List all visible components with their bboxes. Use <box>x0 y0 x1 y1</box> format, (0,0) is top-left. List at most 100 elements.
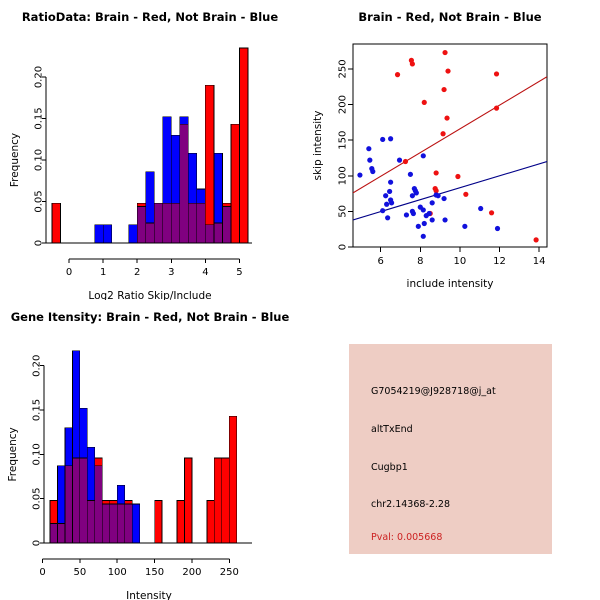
scatter-point-not-brain <box>380 208 386 214</box>
histogram-bar <box>230 123 240 244</box>
scatter-point-brain <box>441 86 447 93</box>
info-gene-symbol: Cugbp1 <box>371 462 408 473</box>
histogram-bar <box>101 500 111 505</box>
y-axis-label: skip intensity <box>312 111 324 181</box>
x-axis-tick-label: 250 <box>220 567 239 578</box>
y-axis-tick-label: 0.15 <box>31 399 42 421</box>
histogram-bar-overlap <box>187 202 198 244</box>
scatter-point-not-brain <box>420 153 426 159</box>
histogram-bar <box>221 457 230 544</box>
scatter-point-not-brain <box>429 217 435 223</box>
histogram-bar-overlap <box>222 206 232 244</box>
x-axis-tick-label: 8 <box>417 256 423 267</box>
plot-frame <box>352 43 548 248</box>
scatter-point-brain <box>463 191 469 197</box>
x-axis-tick-label: 150 <box>145 567 164 578</box>
x-axis-tick-label: 12 <box>493 256 506 267</box>
scatter-point-not-brain <box>396 157 403 163</box>
fit-line-not-brain <box>353 160 547 221</box>
histogram-bar-overlap <box>116 503 126 544</box>
histogram-bar <box>72 350 81 459</box>
y-axis-tick-label: 0.05 <box>31 488 42 510</box>
scatter-point-not-brain <box>420 233 426 239</box>
histogram-bar <box>109 500 118 505</box>
x-axis-tick-label: 0 <box>39 567 45 578</box>
histogram-bar-overlap <box>94 465 103 544</box>
histogram-bar <box>124 500 133 505</box>
histogram-bar <box>49 500 58 524</box>
histogram-bars <box>49 350 238 544</box>
scatter-point-brain <box>455 173 461 180</box>
histogram-bar <box>128 224 138 244</box>
histogram-bar <box>187 153 198 204</box>
histogram-bar-overlap <box>170 202 181 244</box>
histogram-bars <box>51 47 249 244</box>
scatter-point-not-brain <box>410 210 416 217</box>
svg-ratio-plot-area: 0 0.05 0.10 0.15 0.20 Frequency 0 1 2 3 4 5 Log2 Rat… <box>9 47 252 300</box>
y-axis-tick-label: 0.20 <box>33 66 44 88</box>
histogram-bar <box>79 407 88 459</box>
ratio-histogram-svg: 0 0.05 0.10 0.15 0.20 Frequency 0 1 2 3 4 5 Log2 Rat… <box>9 47 252 300</box>
scatter-point-not-brain <box>478 205 484 212</box>
histogram-bar-overlap <box>57 523 66 544</box>
scatter-point-not-brain <box>388 136 394 142</box>
scatter-point-not-brain <box>366 146 372 152</box>
scatter-point-not-brain <box>383 193 389 199</box>
panel-gene-info: G7054219@J928718@j_at altTxEnd Cugbp1 ch… <box>300 300 600 600</box>
info-event-type: altTxEnd <box>371 424 413 435</box>
gene-histogram-svg: 0 0.05 0.10 0.15 0.20 Frequency 0 50 100 150 200 25… <box>7 350 252 600</box>
histogram-bar-overlap <box>213 222 223 244</box>
histogram-bar-overlap <box>179 123 189 244</box>
scatter-point-brain <box>493 71 500 77</box>
y-axis-tick-label: 150 <box>337 131 348 150</box>
x-axis-label: Intensity <box>126 590 172 600</box>
y-axis-tick-label: 0.15 <box>33 107 44 129</box>
histogram-bar-overlap <box>196 202 206 244</box>
info-pvalue: Pval: 0.005668 <box>371 532 443 543</box>
x-axis-tick-label: 3 <box>168 267 174 278</box>
scatter-point-not-brain <box>357 172 363 178</box>
histogram-bar <box>184 457 193 544</box>
scatter-point-not-brain <box>415 223 421 229</box>
ratio-histogram-title: RatioData: Brain - Red, Not Brain - Blue <box>21 10 279 24</box>
info-probe-id: G7054219@J928718@j_at <box>371 386 496 397</box>
histogram-bar-overlap <box>136 206 147 244</box>
histogram-bar-overlap <box>64 465 73 544</box>
y-axis-tick-label: 0 <box>337 244 348 250</box>
scatter-point-brain <box>421 99 427 106</box>
x-axis-tick-label: 200 <box>182 567 201 578</box>
y-axis-tick-label: 200 <box>337 95 348 114</box>
histogram-bar <box>179 116 189 125</box>
histogram-bar <box>57 465 66 524</box>
svg-gene-plot-area: 0 0.05 0.10 0.15 0.20 Frequency 0 50 100 150 200 25… <box>7 350 252 600</box>
y-axis: 0 0.05 0.10 0.15 0.20 <box>33 66 47 246</box>
x-axis-tick-label: 2 <box>134 267 140 278</box>
y-axis-tick-label: 250 <box>337 59 348 78</box>
y-axis-tick-label: 0 <box>31 540 42 546</box>
histogram-bar-overlap <box>87 500 96 544</box>
histogram-bar-overlap <box>205 224 215 244</box>
scatter-point-not-brain <box>380 136 386 143</box>
plot-content <box>353 49 547 243</box>
histogram-bar <box>131 503 141 544</box>
scatter-point-brain <box>533 237 539 243</box>
histogram-bar <box>154 500 163 544</box>
x-axis: 0 1 2 3 4 5 <box>66 258 243 278</box>
scatter-point-brain <box>394 72 401 78</box>
histogram-bar <box>116 485 126 505</box>
histogram-bar <box>205 84 215 226</box>
panel-intensity-scatter: Brain - Red, Not Brain - Blue 0 50 100 150 2… <box>300 0 600 300</box>
histogram-bar <box>214 457 223 544</box>
histogram-bar-overlap <box>79 457 88 544</box>
x-axis-tick-label: 0 <box>66 267 72 278</box>
fit-line-brain <box>353 76 547 194</box>
x-axis-tick-label: 1 <box>100 267 106 278</box>
x-axis-tick-label: 4 <box>202 267 208 278</box>
scatter-point-brain <box>409 61 415 67</box>
histogram-bar <box>94 457 103 467</box>
scatter-point-not-brain <box>494 225 501 232</box>
histogram-bar-overlap <box>162 202 172 244</box>
scatter-point-not-brain <box>409 193 415 199</box>
scatter-point-brain <box>445 68 451 74</box>
